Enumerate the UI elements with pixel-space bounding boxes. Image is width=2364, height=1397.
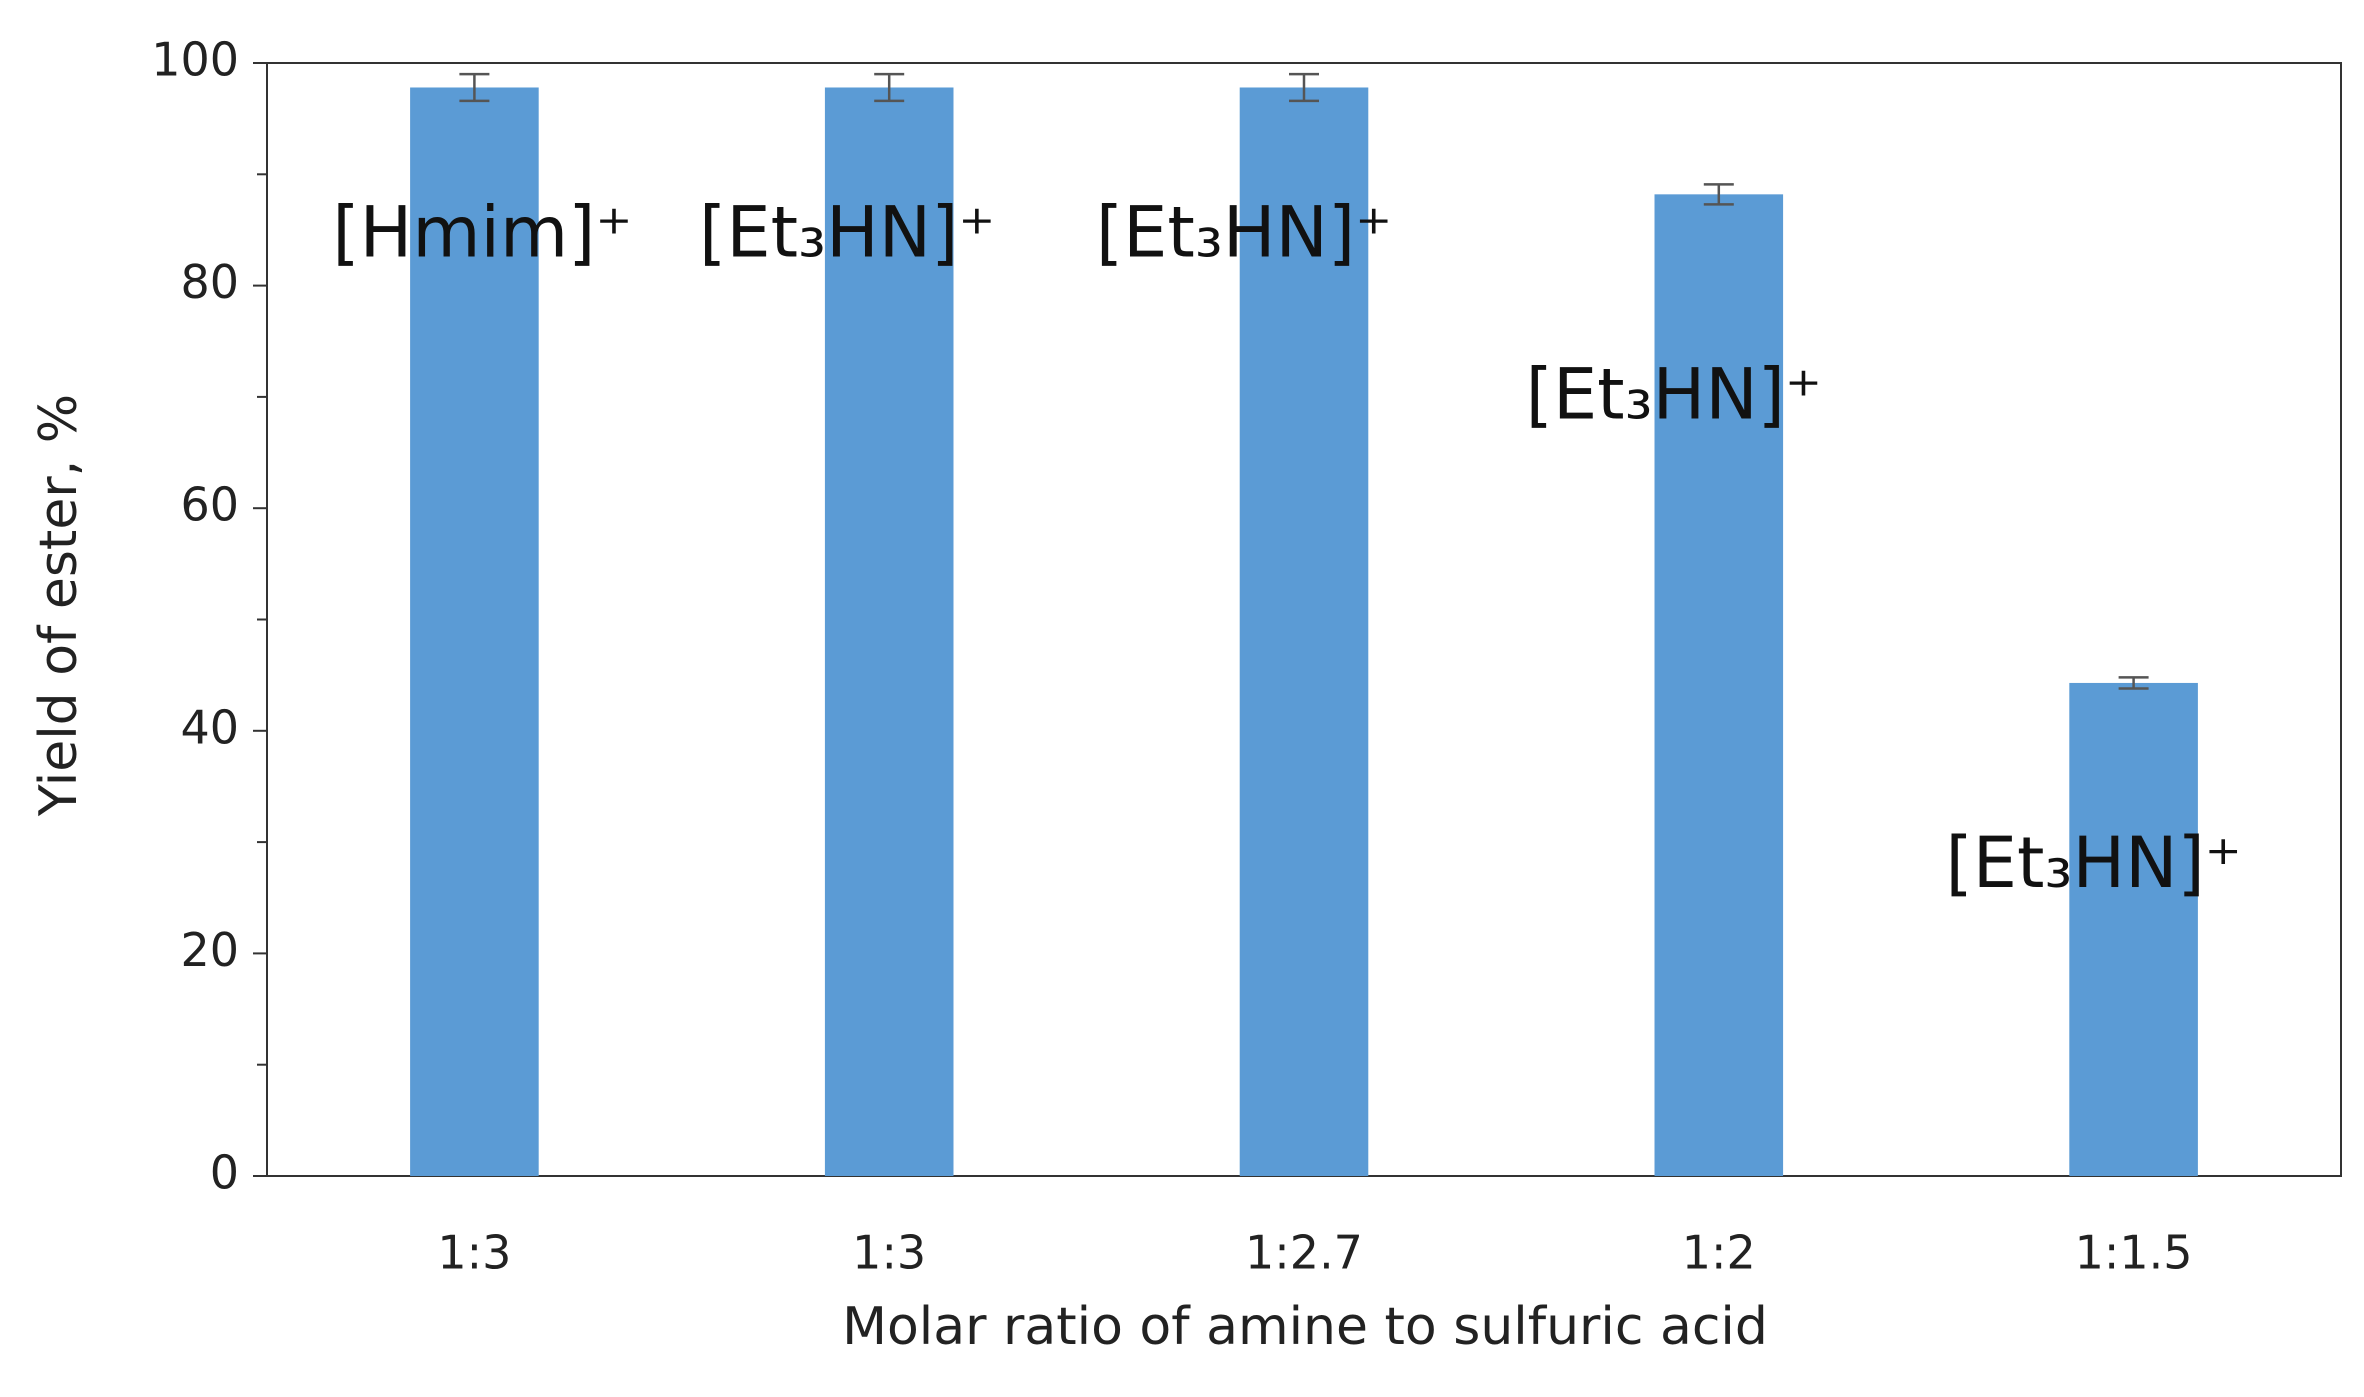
bar-annotation: [Et₃HN]⁺ xyxy=(699,192,995,274)
x-tick-label: 1:2.7 xyxy=(1245,1226,1363,1280)
y-axis-title: Yield of ester, % xyxy=(29,394,89,817)
y-tick-label: 100 xyxy=(151,33,239,87)
bar xyxy=(824,87,954,1177)
x-axis-title: Molar ratio of amine to sulfuric acid xyxy=(842,1297,1768,1357)
bar-annotation: [Et₃HN]⁺ xyxy=(1526,353,1822,435)
y-tick-label: 80 xyxy=(180,255,239,309)
y-tick-label: 40 xyxy=(180,700,239,754)
x-tick-label: 1:2 xyxy=(1682,1226,1756,1280)
y-tick-label: 0 xyxy=(210,1146,239,1200)
y-tick-label: 20 xyxy=(180,923,239,977)
bar xyxy=(410,87,539,1177)
bar-annotation: [Et₃HN]⁺ xyxy=(1945,822,2241,904)
bar xyxy=(1239,87,1369,1177)
x-tick-label: 1:3 xyxy=(852,1226,926,1280)
bar-annotation: [Et₃HN]⁺ xyxy=(1096,192,1392,274)
bar xyxy=(1654,194,1784,1177)
x-tick-label: 1:3 xyxy=(437,1226,511,1280)
bar-annotation: [Hmim]⁺ xyxy=(332,192,632,274)
bar xyxy=(2069,682,2198,1176)
x-tick-label: 1:1.5 xyxy=(2075,1226,2193,1280)
y-tick-label: 60 xyxy=(180,478,239,532)
